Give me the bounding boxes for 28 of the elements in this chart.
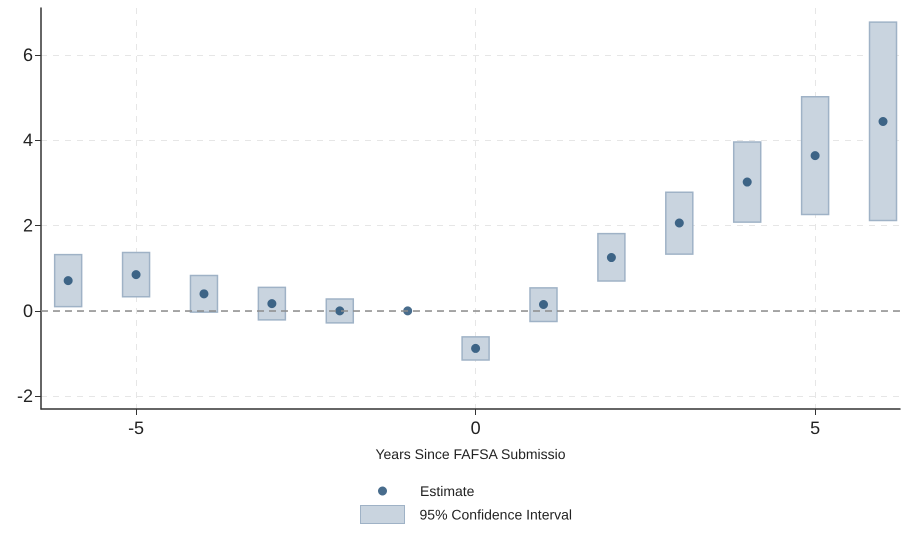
point xyxy=(132,270,141,280)
bar xyxy=(800,96,830,216)
point xyxy=(606,253,616,262)
bar xyxy=(732,141,762,223)
point xyxy=(742,178,752,187)
bar xyxy=(868,21,898,222)
point xyxy=(674,218,684,228)
x-tick-label: 5 xyxy=(810,418,820,438)
point xyxy=(878,116,888,126)
bar xyxy=(190,274,218,313)
y-tick-label: -2 xyxy=(16,386,33,406)
bar xyxy=(54,254,82,308)
bar xyxy=(258,286,286,321)
x-axis-title: Years Since FAFSA Submissio xyxy=(375,446,566,462)
point xyxy=(64,276,73,286)
y-tick-label: 0 xyxy=(22,300,33,321)
x-tick-label: -5 xyxy=(128,418,144,438)
bar xyxy=(665,192,694,255)
y-tick-label: 6 xyxy=(22,44,33,65)
bar xyxy=(122,252,150,298)
y-tick-label: 2 xyxy=(22,216,33,236)
y-tick-label: 4 xyxy=(22,130,33,150)
legend-label: Estimate xyxy=(420,483,475,499)
bar xyxy=(597,232,626,282)
legend-label: 95% Confidence Interval xyxy=(420,506,572,522)
point xyxy=(199,289,208,298)
point xyxy=(810,151,820,160)
x-tick-label: 0 xyxy=(470,418,481,438)
